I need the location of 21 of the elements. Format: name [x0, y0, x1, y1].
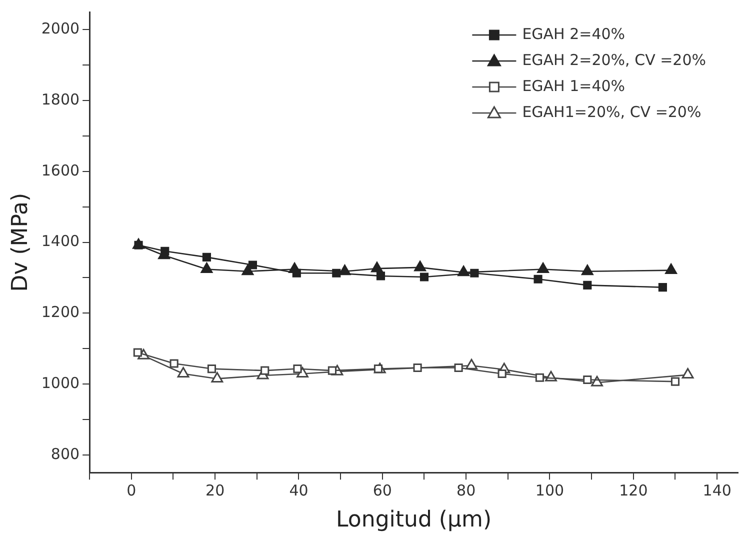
x-tick-label: 60: [372, 481, 392, 500]
legend-label: EGAH 2=20%, CV =20%: [522, 50, 706, 69]
x-axis-title: Longitud (µm): [336, 508, 492, 533]
legend-label: EGAH 2=40%: [522, 24, 626, 43]
y-tick-label: 2000: [41, 20, 80, 38]
x-tick-label: 0: [126, 481, 136, 500]
x-tick-label: 20: [206, 481, 225, 500]
y-tick-label: 1000: [41, 374, 80, 392]
x-tick-label: 100: [535, 481, 564, 500]
y-tick-label: 1200: [41, 303, 80, 322]
x-tick-label: 120: [619, 481, 648, 500]
x-tick-label: 40: [289, 481, 308, 500]
y-tick-label: 1800: [41, 90, 80, 108]
x-tick-label: 140: [702, 481, 732, 500]
legend-label: EGAH1=20%, CV =20%: [522, 102, 702, 121]
y-tick-label: 1400: [41, 232, 80, 250]
x-tick-label: 80: [456, 481, 476, 500]
y-tick-label: 800: [50, 444, 80, 463]
legend-label: EGAH 1=40%: [522, 76, 626, 95]
y-axis-title: Dv (MPa): [8, 192, 33, 292]
y-tick-label: 1600: [41, 161, 80, 180]
